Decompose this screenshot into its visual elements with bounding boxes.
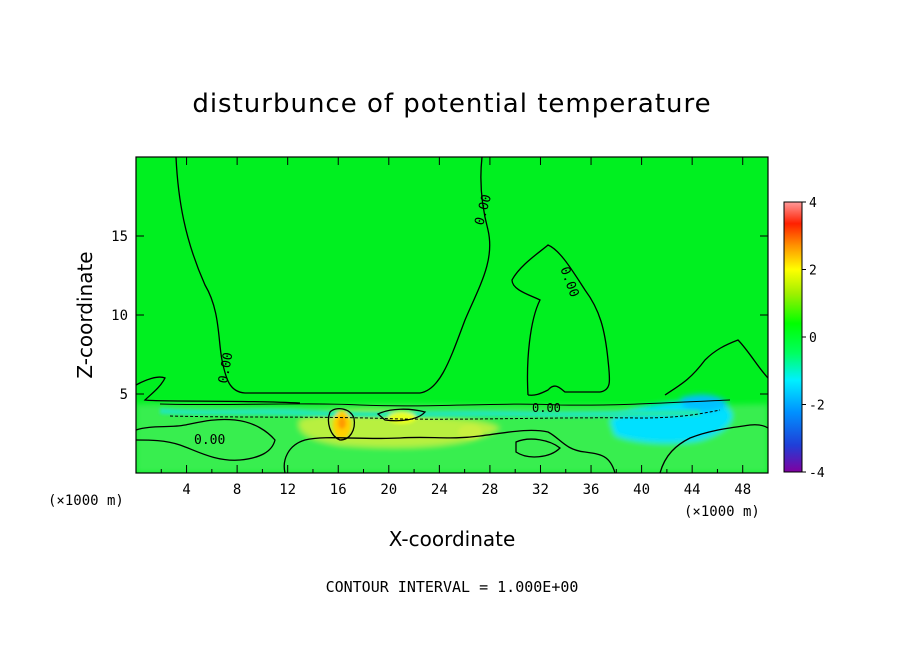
- cool-region-east-2: [680, 394, 728, 412]
- contour-low-center: [283, 429, 616, 473]
- warm-spot-minor: [388, 412, 416, 424]
- contour-zero-east: [664, 339, 768, 396]
- contour-low-west: [136, 418, 276, 461]
- contour-low-east: [659, 424, 768, 473]
- y-axis: 5 10 15: [111, 229, 768, 403]
- chart-title: disturbunce of potential temperature: [192, 89, 711, 119]
- warm-spot-core: [338, 417, 346, 429]
- contour-warm-ring-2: [376, 408, 427, 422]
- x-tick-label: 12: [279, 482, 296, 498]
- x-tick-label: 16: [330, 482, 347, 498]
- x-axis-label: X-coordinate: [389, 527, 516, 551]
- x-tick-label: 48: [734, 482, 751, 498]
- contour-lines: [136, 157, 768, 473]
- contour-interval: CONTOUR INTERVAL = 1.000E+00: [326, 578, 579, 596]
- y-tick-label: 15: [111, 229, 128, 245]
- colorbar-tick-label: 0: [809, 331, 817, 346]
- y-axis-label: Z-coordinate: [73, 251, 97, 378]
- colorbar-tick-label: -4: [809, 466, 825, 481]
- yellow-patch: [458, 425, 482, 439]
- contour-small-loop: [515, 438, 561, 458]
- x-tick-label: 40: [633, 482, 650, 498]
- y-tick-label: 10: [111, 308, 128, 324]
- x-unit-right: (×1000 m): [684, 504, 760, 520]
- x-tick-label: 28: [481, 482, 498, 498]
- y-tick-label: 5: [120, 387, 128, 403]
- contour-streak-lower: [169, 409, 721, 420]
- colorbar-tick-label: -2: [809, 399, 825, 414]
- colorbar: [783, 201, 803, 473]
- contour-streak-upper: [159, 399, 731, 407]
- contour-label: 0.00: [532, 401, 561, 415]
- colorbar-tick-label: 4: [809, 196, 817, 211]
- temperature-field: 0.00 0.00 0.00 0.00 0.00: [136, 157, 768, 473]
- x-tick-label: 32: [532, 482, 549, 498]
- colorbar-ticks: 4 2 0 -2 -4: [802, 196, 825, 481]
- x-tick-label: 4: [182, 482, 190, 498]
- cool-streak: [160, 408, 700, 418]
- x-tick-label: 36: [583, 482, 600, 498]
- x-tick-label: 8: [233, 482, 241, 498]
- contour-label: 0.00: [216, 351, 236, 384]
- contour-label: 0.00: [194, 433, 225, 448]
- colorbar-tick-label: 2: [809, 264, 817, 279]
- x-axis: 4 8 12 16 20 24 28 32 36 40 44 48: [160, 157, 751, 498]
- x-unit-left: (×1000 m): [48, 493, 124, 509]
- contour-zero-main: [175, 157, 491, 394]
- contour-warm-ring: [327, 407, 356, 441]
- contour-labels: 0.00 0.00 0.00 0.00 0.00: [194, 193, 581, 448]
- x-tick-label: 20: [380, 482, 397, 498]
- contour-zero-tower: [511, 244, 611, 396]
- x-tick-label: 44: [684, 482, 701, 498]
- x-tick-label: 24: [431, 482, 448, 498]
- contour-zero-west: [136, 376, 301, 404]
